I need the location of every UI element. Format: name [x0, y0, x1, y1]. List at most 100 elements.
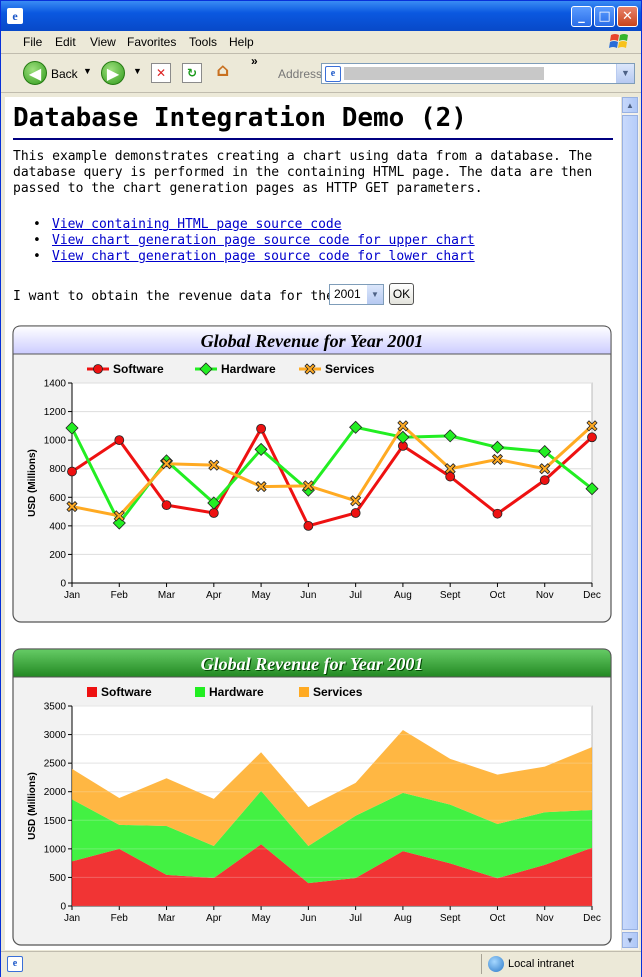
link-html-source[interactable]: View containing HTML page source code	[33, 217, 475, 233]
data-point-software	[256, 423, 266, 434]
vertical-scrollbar[interactable]: ▲ ▼	[621, 97, 639, 950]
stop-icon[interactable]: ✕	[151, 63, 171, 83]
zone-label: Local intranet	[508, 958, 575, 970]
legend-marker-services	[304, 363, 316, 375]
title-divider	[13, 138, 613, 140]
source-links: View containing HTML page source code Vi…	[33, 217, 475, 265]
data-point-hardware	[159, 454, 174, 468]
legend-swatch-hardware	[195, 687, 205, 697]
status-bar: e Local intranet	[1, 951, 641, 977]
x-tick-label: Mar	[158, 590, 176, 601]
toolbar-more[interactable]: »	[251, 54, 258, 68]
data-point-software	[587, 432, 597, 443]
x-tick-label: Feb	[111, 913, 129, 924]
year-select[interactable]: 2001 ▼	[329, 284, 384, 305]
data-point-services	[302, 480, 314, 492]
y-tick-label: 1000	[44, 436, 67, 447]
legend-swatch-services	[299, 687, 309, 697]
x-tick-label: Dec	[583, 913, 601, 924]
scroll-up-icon[interactable]: ▲	[622, 97, 638, 113]
chevron-down-icon[interactable]: ▼	[367, 285, 383, 304]
menu-edit[interactable]: Edit	[55, 35, 76, 49]
title-bar[interactable]: e _ □ ✕	[1, 1, 641, 31]
back-arrow-icon[interactable]: ◀	[23, 61, 47, 85]
legend-swatch-software	[87, 687, 97, 697]
minimize-button[interactable]: _	[571, 6, 592, 27]
menu-favorites[interactable]: Favorites	[127, 35, 177, 49]
data-point-services	[491, 453, 504, 465]
x-tick-label: Dec	[583, 590, 601, 601]
y-tick-label: 800	[49, 464, 66, 475]
menu-file[interactable]: File	[23, 35, 43, 49]
home-icon[interactable]: ⌂	[216, 60, 230, 81]
x-tick-label: Sept	[440, 913, 461, 924]
y-tick-label: 600	[49, 493, 66, 504]
forward-arrow-icon[interactable]: ▶	[101, 61, 125, 85]
data-point-services	[444, 463, 456, 475]
page-title: Database Integration Demo (2)	[13, 103, 467, 133]
menu-help[interactable]: Help	[229, 35, 254, 49]
year-prompt: I want to obtain the revenue data for th…	[13, 289, 374, 304]
area-software	[72, 844, 592, 906]
y-tick-label: 200	[49, 550, 66, 561]
close-button[interactable]: ✕	[617, 6, 638, 27]
x-tick-label: Oct	[490, 913, 506, 924]
back-label[interactable]: Back	[51, 67, 78, 81]
data-point-hardware	[65, 421, 79, 435]
data-point-services	[160, 458, 173, 470]
address-dropdown-icon[interactable]: ▼	[616, 64, 634, 83]
link-lower-chart-source[interactable]: View chart generation page source code f…	[33, 249, 475, 265]
data-point-hardware	[254, 442, 268, 456]
legend-label-software: Software	[113, 362, 164, 376]
x-tick-label: Jul	[349, 913, 362, 924]
chart-title: Global Revenue for Year 2001	[201, 331, 424, 351]
menu-view[interactable]: View	[90, 35, 116, 49]
forward-dropdown-icon[interactable]: ▼	[133, 66, 142, 76]
address-input[interactable]: e ▼	[321, 63, 635, 84]
x-tick-label: Feb	[111, 590, 129, 601]
ok-button[interactable]: OK	[389, 283, 414, 305]
data-point-hardware	[443, 429, 457, 443]
x-tick-label: Mar	[158, 913, 176, 924]
status-divider	[481, 954, 482, 974]
x-tick-label: Jul	[349, 590, 362, 601]
chart-header	[12, 325, 612, 355]
address-label: Address	[278, 67, 323, 81]
menu-tools[interactable]: Tools	[189, 35, 218, 49]
refresh-icon[interactable]: ↻	[182, 63, 202, 83]
x-tick-label: Apr	[206, 913, 222, 924]
page-content: Database Integration Demo (2) This examp…	[5, 97, 621, 950]
data-point-hardware	[349, 420, 363, 434]
legend-label-hardware: Hardware	[221, 362, 276, 376]
maximize-button[interactable]: □	[594, 6, 615, 27]
data-point-software	[67, 466, 77, 477]
data-point-software	[208, 508, 219, 518]
y-tick-label: 500	[49, 873, 66, 884]
y-tick-label: 0	[60, 902, 66, 913]
scroll-down-icon[interactable]: ▼	[622, 932, 638, 948]
area-services	[72, 730, 592, 846]
data-point-software	[303, 520, 314, 531]
data-point-services	[255, 481, 267, 493]
page-icon: e	[325, 66, 341, 82]
data-point-software	[161, 500, 172, 511]
y-tick-label: 1200	[44, 407, 67, 418]
legend-label-software: Software	[101, 685, 152, 699]
data-point-services	[113, 510, 125, 522]
year-value: 2001	[334, 287, 361, 301]
x-tick-label: Nov	[536, 590, 554, 601]
x-tick-label: Jun	[300, 913, 316, 924]
legend-marker-software	[93, 364, 103, 374]
data-point-software	[350, 508, 361, 518]
legend-label-hardware: Hardware	[209, 685, 264, 699]
y-tick-label: 1400	[44, 379, 67, 390]
chart-title-shadow: Global Revenue for Year 2001	[202, 655, 425, 675]
back-dropdown-icon[interactable]: ▼	[83, 66, 92, 76]
data-point-software	[492, 508, 503, 519]
y-tick-label: 2500	[44, 759, 67, 770]
chart-title: Global Revenue for Year 2001	[201, 654, 424, 674]
scroll-thumb[interactable]	[622, 115, 638, 930]
y-axis-label: USD (Millions)	[27, 449, 38, 517]
link-upper-chart-source[interactable]: View chart generation page source code f…	[33, 233, 475, 249]
